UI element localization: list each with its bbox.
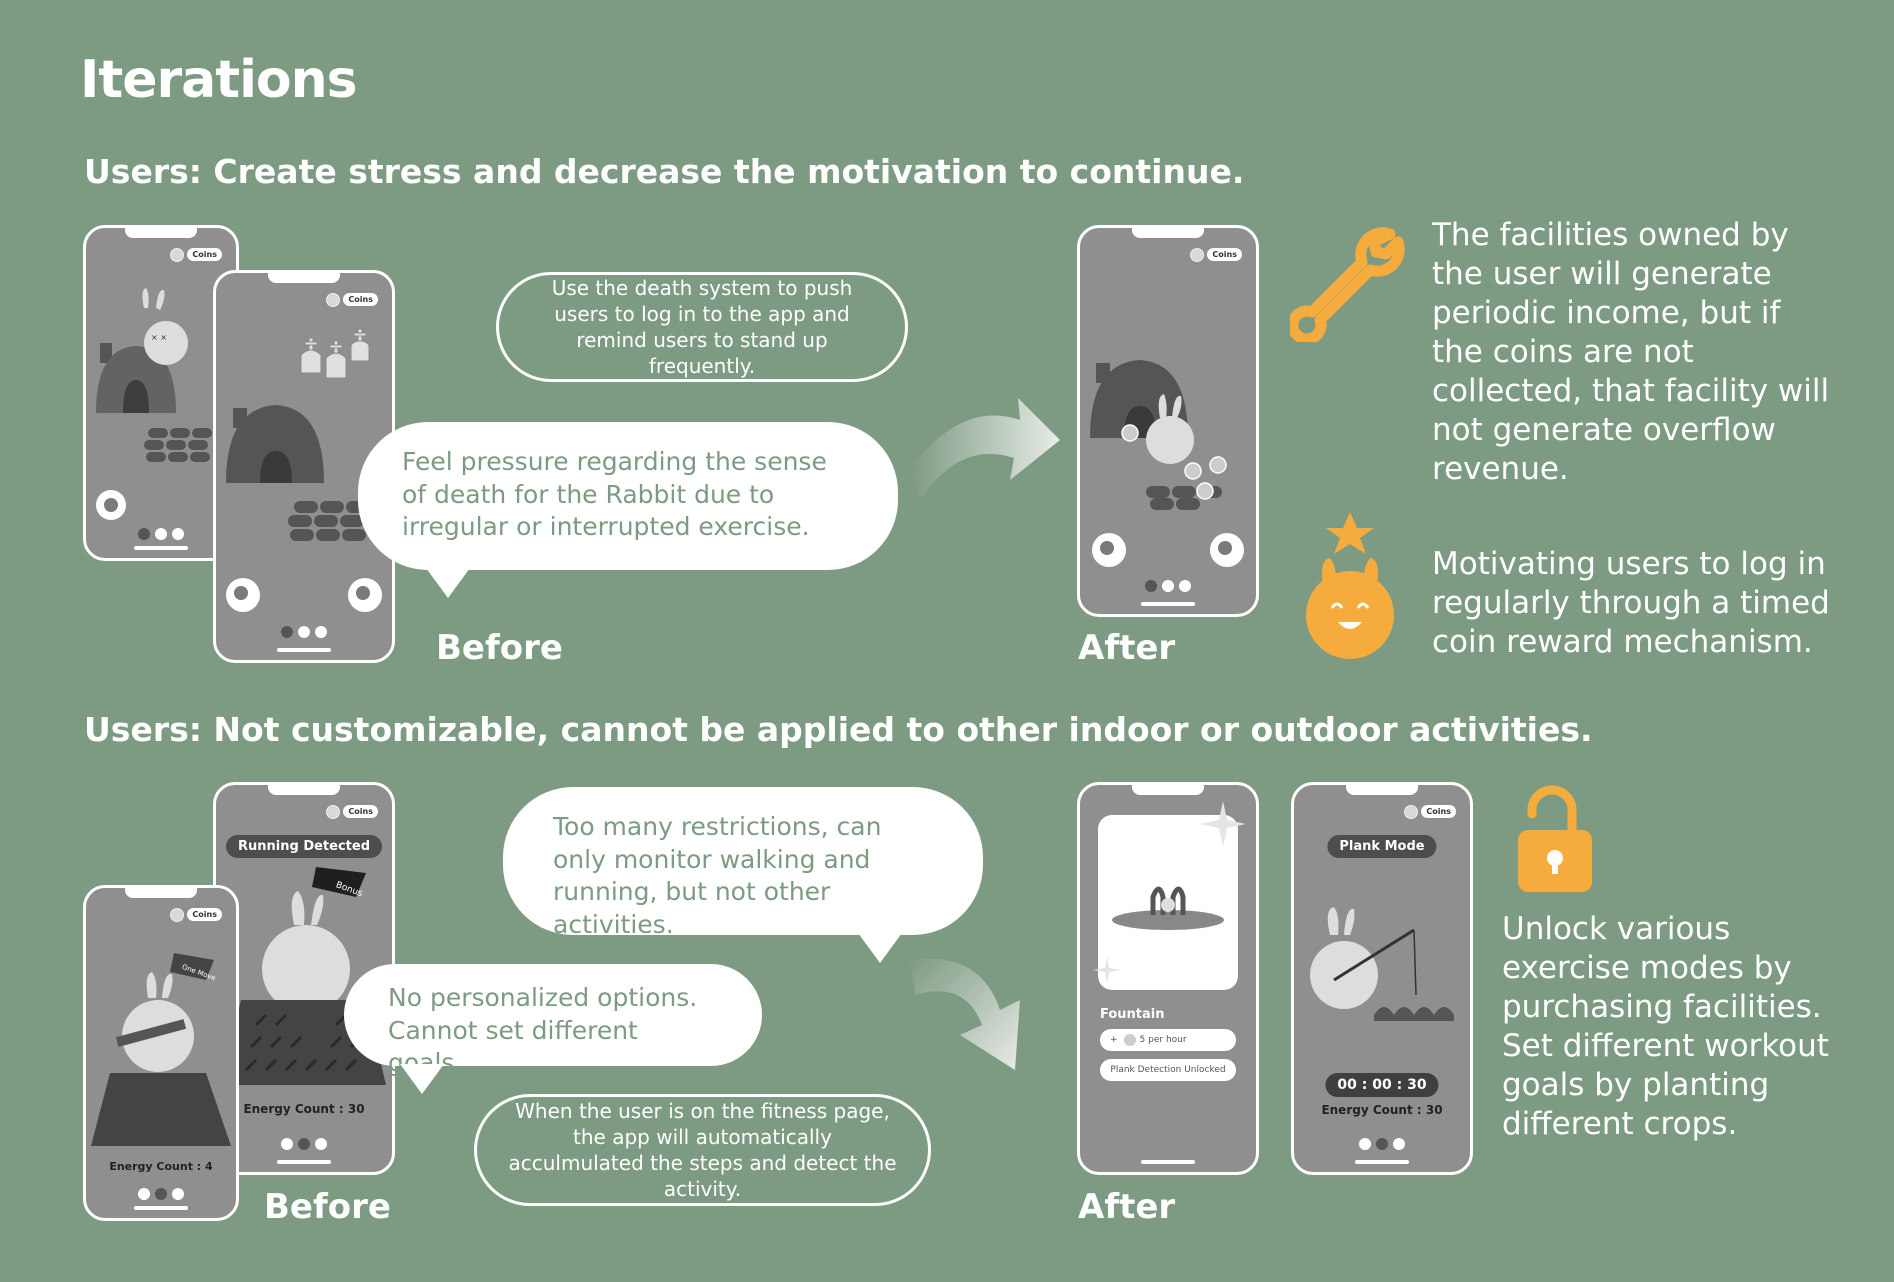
plank-timer: 00 : 00 : 30 — [1325, 1073, 1439, 1097]
plank-unlocked-pill: Plank Detection Unlocked — [1100, 1059, 1236, 1081]
after-label: After — [1078, 628, 1176, 668]
restrictions-bubble: Too many restrictions, can only monitor … — [503, 787, 983, 963]
auto-detect-note: When the user is on the fitness page, th… — [474, 1094, 931, 1206]
page-dots — [138, 528, 184, 540]
coins-badge: Coins — [170, 247, 222, 262]
sparkle-icon — [1093, 956, 1121, 984]
after-phone-plank: Coins Plank Mode 00 : 00 : 30 Energy Cou… — [1291, 782, 1473, 1175]
before-phone-walking: Coins One Move Energy Count : 4 — [83, 885, 239, 1221]
death-system-note: Use the death system to push users to lo… — [496, 272, 908, 382]
section1-heading: Users: Create stress and decrease the mo… — [84, 152, 1245, 191]
shop-basket-button[interactable] — [1210, 533, 1244, 567]
coin-reward-scene — [1090, 360, 1227, 510]
fishing-rabbit-scene — [1310, 907, 1454, 1021]
energy-count: Energy Count : 4 — [109, 1160, 213, 1173]
plank-mode-badge: Plank Mode — [1327, 835, 1437, 858]
garden-button[interactable] — [226, 578, 260, 612]
before-label-2: Before — [264, 1187, 391, 1227]
arrow-icon — [910, 958, 1020, 1070]
page-dots — [138, 1188, 184, 1200]
unlock-modes-text: Unlock various exercise modes by purchas… — [1502, 911, 1829, 1143]
after-label-2: After — [1078, 1187, 1176, 1227]
coins-badge: Coins — [326, 292, 378, 307]
walking-scene: One Move — [91, 953, 231, 1146]
page-dots — [281, 1138, 327, 1150]
unlock-icon — [1518, 785, 1592, 892]
income-rate-pill: +5 per hour — [1100, 1029, 1236, 1051]
personalization-bubble: No personalized options. Cannot set diff… — [344, 964, 762, 1094]
sparkle-icon — [1200, 801, 1246, 847]
section2-heading: Users: Not customizable, cannot be appli… — [84, 710, 1593, 749]
energy-count: Energy Count : 30 — [243, 1102, 365, 1116]
shop-basket-button[interactable] — [348, 578, 382, 612]
page-dots — [281, 626, 327, 638]
before-label: Before — [436, 628, 563, 668]
fountain-label: Fountain — [1100, 1007, 1165, 1022]
wrench-icon — [1290, 227, 1405, 342]
garden-button[interactable] — [1092, 533, 1126, 567]
running-detected-badge: Running Detected — [226, 835, 382, 858]
energy-count: Energy Count : 30 — [1321, 1103, 1443, 1117]
timed-reward-text: Motivating users to log in regularly thr… — [1432, 546, 1830, 661]
page-dots — [1145, 580, 1191, 592]
fountain-card[interactable] — [1098, 815, 1238, 990]
coins-badge: Coins — [170, 907, 222, 922]
after-phone-fountain: Fountain +5 per hour Plank Detection Unl… — [1077, 782, 1259, 1175]
page-dots — [1359, 1138, 1405, 1150]
coins-badge: Coins — [1190, 247, 1242, 262]
garden-button[interactable] — [96, 490, 126, 520]
dead-rabbit-scene: × × — [96, 288, 212, 462]
rabbit-mascot-icon — [1306, 512, 1394, 659]
fountain-icon — [1112, 886, 1224, 930]
coins-badge: Coins — [326, 804, 378, 819]
facility-income-text: The facilities owned by the user will ge… — [1432, 217, 1830, 488]
svg-text:× ×: × × — [151, 333, 167, 342]
pressure-bubble: Feel pressure regarding the sense of dea… — [358, 422, 898, 598]
after-phone-coins: Coins — [1077, 225, 1259, 617]
graveyard-scene — [226, 328, 370, 541]
page-title: Iterations — [80, 50, 358, 110]
coins-badge: Coins — [1404, 804, 1456, 819]
arrow-icon — [910, 398, 1060, 500]
